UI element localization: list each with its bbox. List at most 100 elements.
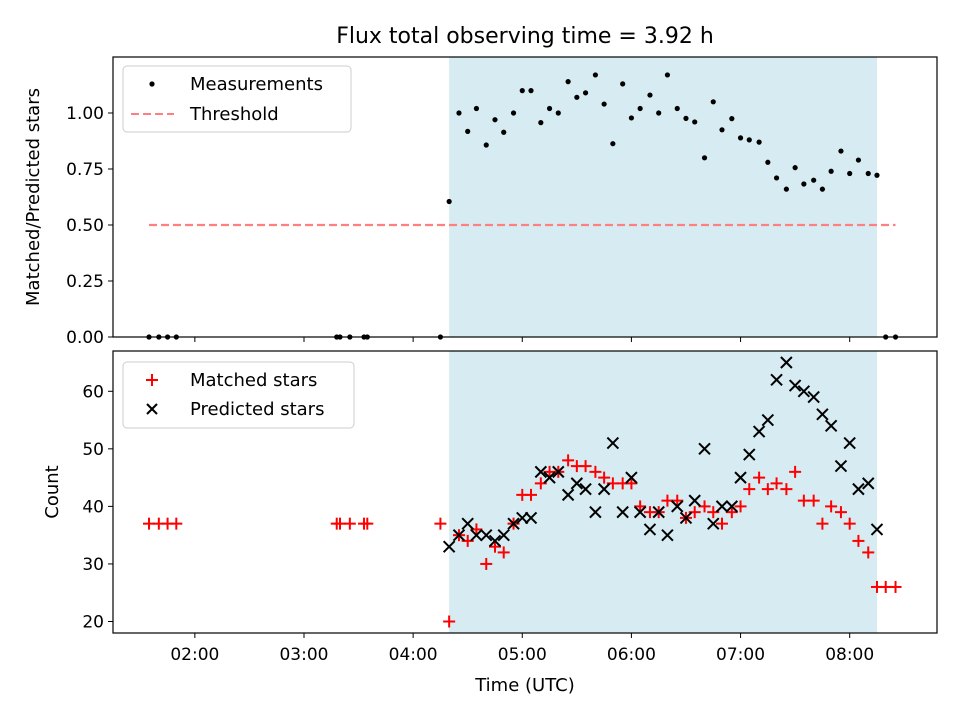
measurements-point xyxy=(811,177,817,183)
measurements-point xyxy=(737,135,744,141)
predicted-stars-point xyxy=(725,500,739,513)
series-predicted-stars xyxy=(442,356,884,553)
matched-stars-point xyxy=(761,483,774,496)
measurements-point xyxy=(501,129,507,135)
predicted-stars-point xyxy=(452,528,466,542)
matched-stars-point xyxy=(834,506,847,519)
predicted-stars-point xyxy=(606,436,620,450)
x-tick-label: 05:00 xyxy=(498,645,547,665)
count-panel-y-label: Count xyxy=(42,465,63,518)
predicted-stars-point xyxy=(816,408,829,421)
measurements-point xyxy=(538,120,544,126)
legend-label-matched-stars: Matched stars xyxy=(190,370,317,391)
matched-stars-point xyxy=(743,483,756,496)
y-tick-label: 0.50 xyxy=(66,216,104,236)
matched-stars-point xyxy=(589,465,602,478)
matched-stars-point xyxy=(579,460,592,473)
matched-stars-point xyxy=(488,540,501,553)
count-panel-frame xyxy=(112,350,938,634)
matched-stars-point xyxy=(361,517,374,530)
y-tick-label: 50 xyxy=(82,440,104,460)
matched-stars-point xyxy=(525,488,538,501)
predicted-stars-point xyxy=(743,448,756,461)
measurements-point xyxy=(656,110,662,116)
ratio-panel-frame xyxy=(112,56,938,338)
measurements-point xyxy=(838,148,844,154)
matched-stars-point xyxy=(715,517,728,530)
legend-label-threshold: Threshold xyxy=(189,104,279,125)
matched-stars-point xyxy=(725,506,738,519)
predicted-stars-point xyxy=(870,523,884,536)
predicted-stars-point xyxy=(652,505,665,519)
count-panel-x-axis: 02:00 03:00 04:00 05:00 06:00 07:00 08:00 xyxy=(170,633,874,665)
ratio-panel-x-ticks xyxy=(194,337,851,342)
matched-stars-point xyxy=(807,494,820,507)
measurements-point xyxy=(456,110,462,116)
measurements-point xyxy=(683,115,689,121)
predicted-stars-point xyxy=(616,505,629,519)
predicted-stars-point xyxy=(770,373,783,386)
x-tick-label: 03:00 xyxy=(279,645,328,665)
measurements-point xyxy=(710,99,716,105)
measurements-point xyxy=(773,175,780,181)
measurements-point xyxy=(610,141,616,147)
predicted-stars-point xyxy=(707,517,720,530)
matched-stars-point xyxy=(625,477,638,490)
measurements-point xyxy=(510,110,517,116)
y-tick-label: 0.00 xyxy=(66,328,104,348)
predicted-stars-point xyxy=(561,488,575,502)
matched-stars-point xyxy=(443,615,456,628)
measurements-point xyxy=(492,117,498,123)
legend-label-measurements: Measurements xyxy=(190,74,323,95)
predicted-stars-point xyxy=(442,540,456,553)
predicted-stars-point xyxy=(843,436,856,450)
predicted-stars-point xyxy=(788,379,802,392)
matched-stars-point xyxy=(780,483,793,496)
matched-stars-point xyxy=(598,471,611,484)
measurements-point xyxy=(801,181,807,187)
measurements-point xyxy=(574,94,580,100)
measurements-point xyxy=(519,88,525,94)
predicted-stars-point xyxy=(507,517,520,530)
count-panel-legend: Matched stars Predicted stars xyxy=(122,361,355,429)
legend-marker-predicted-stars xyxy=(146,403,158,415)
predicted-stars-point xyxy=(480,528,493,542)
measurements-point xyxy=(446,198,452,205)
count-panel-shade xyxy=(449,351,877,633)
y-tick-label: 60 xyxy=(82,382,104,402)
measurements-point xyxy=(555,110,561,116)
measurements-point xyxy=(819,186,826,192)
predicted-stars-point xyxy=(824,419,838,433)
matched-stars-point xyxy=(734,500,747,513)
x-tick-label: 02:00 xyxy=(170,645,219,665)
chart-title: Flux total observing time = 3.92 h xyxy=(336,24,714,49)
predicted-stars-point xyxy=(534,465,548,479)
measurements-point xyxy=(828,168,834,174)
predicted-stars-point xyxy=(852,482,865,496)
measurements-point xyxy=(783,186,789,192)
measurements-point xyxy=(582,90,589,96)
ratio-panel-y-axis: 0.00 0.25 0.50 0.75 1.00 xyxy=(66,104,113,348)
measurements-point xyxy=(874,172,880,178)
legend-label-predicted-stars: Predicted stars xyxy=(190,399,324,420)
measurements-point xyxy=(592,72,598,78)
measurements-point xyxy=(528,88,534,94)
predicted-stars-point xyxy=(834,459,848,473)
predicted-stars-point xyxy=(797,385,811,398)
x-tick-label: 06:00 xyxy=(607,645,656,665)
y-tick-label: 40 xyxy=(82,497,104,517)
measurements-point xyxy=(483,142,489,148)
measurements-point xyxy=(546,105,553,112)
measurements-point xyxy=(664,72,671,78)
matched-stars-point xyxy=(843,517,856,530)
matched-stars-point xyxy=(816,517,829,530)
measurements-point xyxy=(865,170,871,177)
predicted-stars-point xyxy=(597,482,611,496)
legend-marker-measurements xyxy=(149,81,155,87)
predicted-stars-point xyxy=(524,511,538,525)
predicted-stars-point xyxy=(862,477,875,490)
predicted-stars-point xyxy=(715,500,729,513)
predicted-stars-point xyxy=(752,425,766,438)
y-tick-label: 0.25 xyxy=(66,272,104,292)
